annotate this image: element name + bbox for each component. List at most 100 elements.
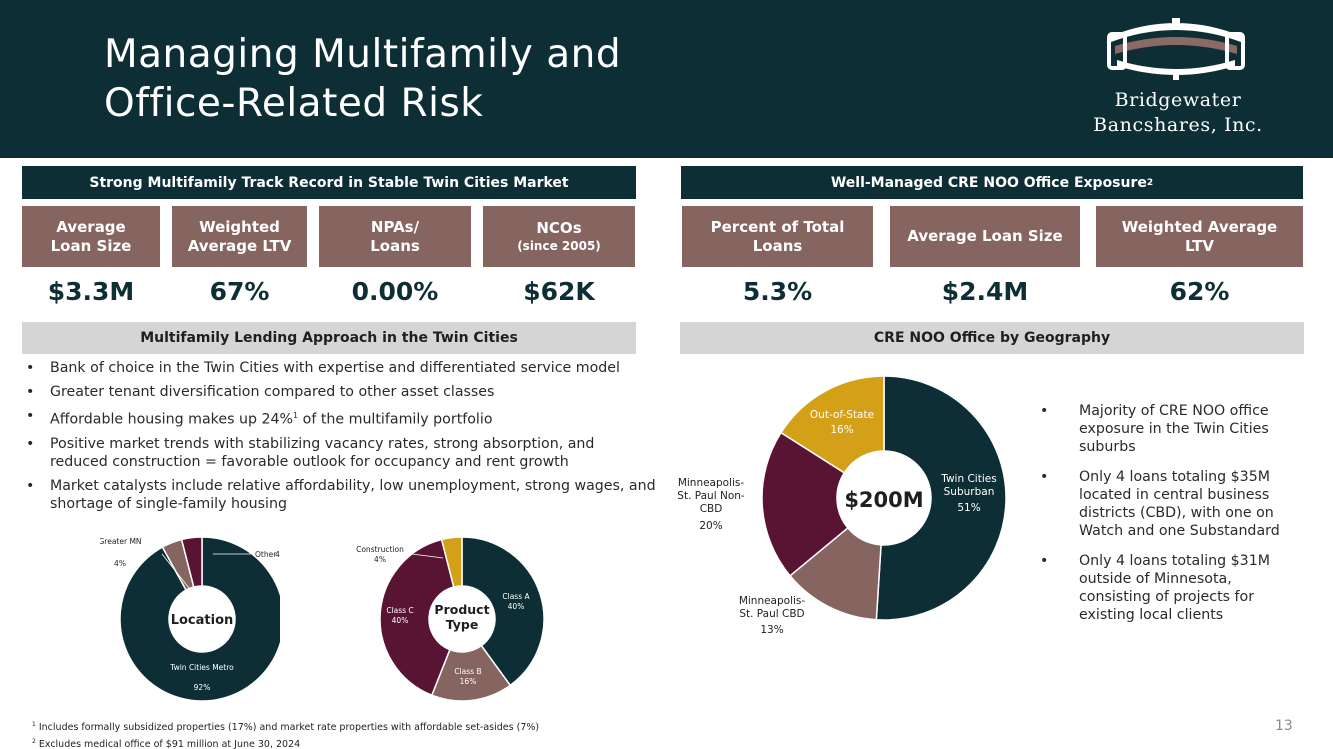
metric-label-npas-loans: NPAs/ Loans: [319, 206, 471, 267]
product-center-title: Product Type: [434, 602, 489, 632]
footnote-text: Includes formally subsidized properties …: [38, 722, 540, 734]
leader-line: [161, 553, 190, 589]
metric-value-average-loan-size-office: $2.4M: [941, 277, 1029, 306]
metric-label-line: NCOs: [536, 219, 582, 237]
location-donut-chart: Location Greater MN 4% Other 4% Twin Cit…: [100, 536, 280, 702]
location-center-title: Location: [171, 613, 234, 628]
list-item: Greater tenant diversification compared …: [26, 383, 656, 401]
slice-label: Minneapolis-St. Paul CBD: [739, 595, 806, 620]
slice-label: Greater MN: [100, 537, 142, 546]
slice-label: Other: [255, 550, 277, 559]
metric-label-line: Average: [56, 217, 126, 236]
metric-label-weighted-ltv: Weighted Average LTV: [172, 206, 307, 267]
metric-value-ncos: $62K: [523, 277, 595, 306]
list-item: Market catalysts include relative afford…: [26, 477, 656, 513]
wordmark-line-2: Bancshares, Inc.: [1093, 114, 1263, 136]
approach-bullet-list: Bank of choice in the Twin Cities with e…: [26, 359, 656, 519]
slice-value: 16%: [460, 677, 477, 686]
bridgewater-wordmark: Bridgewater Bancshares, Inc.: [1062, 88, 1294, 138]
list-item: Affordable housing makes up 24%1 of the …: [26, 407, 656, 429]
bullet-text: Positive market trends with stabilizing …: [50, 435, 595, 470]
footnote-ref: 2: [1146, 177, 1154, 188]
slice-value: 4%: [374, 555, 386, 564]
metric-label-line: NPAs/: [370, 217, 420, 236]
page-title-line-2: Office-Related Risk: [104, 81, 484, 126]
slice-value: 40%: [508, 602, 525, 611]
product-type-donut-chart: Product Type Construction 4% Class A 40% …: [356, 536, 545, 702]
list-item: Majority of CRE NOO office exposure in t…: [1040, 402, 1302, 456]
footnote-1: 1 Includes formally subsidized propertie…: [32, 718, 539, 735]
metric-label-weighted-ltv-office: Weighted Average LTV: [1096, 206, 1303, 267]
list-item: Bank of choice in the Twin Cities with e…: [26, 359, 656, 377]
slice-value: 13%: [760, 624, 783, 636]
slice-value: 4%: [114, 559, 126, 568]
bullet-text: of the multifamily portfolio: [302, 411, 493, 428]
metric-label-average-loan-size-office: Average Loan Size: [890, 206, 1080, 267]
geography-bullet-list: Majority of CRE NOO office exposure in t…: [1040, 402, 1302, 636]
bullet-text: Affordable housing makes up 24%: [50, 411, 294, 428]
metric-value-weighted-ltv-office: 62%: [1169, 277, 1230, 306]
multifamily-banner: Strong Multifamily Track Record in Stabl…: [22, 166, 636, 199]
metric-label-average-loan-size: Average Loan Size: [22, 206, 160, 267]
donut-hole: [169, 586, 235, 652]
metric-label-line: LTV: [1185, 236, 1214, 255]
metric-value-npas-loans: 0.00%: [351, 277, 439, 306]
slice-value: 20%: [699, 520, 722, 532]
list-item: Only 4 loans totaling $31M outside of Mi…: [1040, 552, 1302, 624]
donut-hole: [429, 586, 495, 652]
metric-value-weighted-ltv: 67%: [209, 277, 270, 306]
slice-label: Class A: [502, 592, 530, 601]
geography-donut-chart: $200M Twin Cities Suburban 51% Out-of-Sta…: [677, 375, 1007, 636]
page-title-line-1: Managing Multifamily and: [104, 32, 622, 77]
metric-label-percent-total-loans: Percent of Total Loans: [682, 206, 873, 267]
metric-label-line: Loans: [752, 236, 803, 255]
footnote-mark: 1: [32, 721, 36, 728]
footnote-2: 2 Excludes medical office of $91 million…: [32, 735, 539, 749]
geography-banner: CRE NOO Office by Geography: [680, 322, 1304, 354]
geography-center-total: $200M: [844, 488, 923, 512]
approach-banner: Multifamily Lending Approach in the Twin…: [22, 322, 636, 354]
slice-label: Minneapolis-St. Paul Non-CBD: [677, 477, 745, 515]
metric-label-line: (since 2005): [517, 239, 601, 253]
slice-value: 16%: [830, 424, 853, 436]
footnotes: 1 Includes formally subsidized propertie…: [32, 718, 539, 749]
slice-label: Twin Cities Suburban: [940, 473, 996, 498]
slice-label: Twin Cities Metro: [169, 663, 234, 672]
banner-text: Well-Managed CRE NOO Office Exposure: [830, 174, 1147, 191]
metric-label-line: Loans: [370, 236, 420, 255]
slice-value: 40%: [392, 616, 409, 625]
cre-office-banner: Well-Managed CRE NOO Office Exposure 2: [681, 166, 1303, 199]
product-slices: [379, 536, 545, 702]
metric-label-line: Average LTV: [187, 236, 292, 255]
bridgewater-logo-icon: [1107, 18, 1245, 80]
metric-label-line: Percent of Total: [710, 217, 845, 236]
geography-slices: [761, 375, 1007, 621]
page-number: 13: [1275, 718, 1293, 734]
metric-label-line: Loan Size: [50, 236, 132, 255]
header-band: Managing Multifamily and Office-Related …: [0, 0, 1333, 158]
slice-label: Class C: [386, 606, 413, 615]
footnote-ref: 1: [293, 411, 299, 420]
metric-value-percent-total-loans: 5.3%: [742, 277, 813, 306]
slice-value: 92%: [194, 683, 211, 692]
metric-label-line: Weighted: [199, 217, 280, 236]
leader-line: [411, 553, 444, 559]
slice-label: Out-of-State: [810, 409, 874, 421]
slice-value: 4%: [275, 550, 280, 559]
bullet-text: Market catalysts include relative afford…: [50, 477, 656, 512]
slice-label: Construction: [356, 545, 404, 554]
slice-label: Class B: [454, 667, 481, 676]
bullet-text: Bank of choice in the Twin Cities with e…: [50, 360, 620, 376]
metric-label-line: Average Loan Size: [907, 227, 1063, 245]
list-item: Positive market trends with stabilizing …: [26, 435, 656, 471]
metric-label-line: Weighted Average: [1121, 217, 1278, 236]
metric-value-average-loan-size: $3.3M: [47, 277, 135, 306]
page-title: Managing Multifamily and Office-Related …: [104, 30, 621, 128]
list-item: Only 4 loans totaling $35M located in ce…: [1040, 468, 1302, 540]
bullet-text: Greater tenant diversification compared …: [50, 384, 495, 400]
footnote-mark: 2: [32, 738, 36, 746]
wordmark-line-1: Bridgewater: [1114, 89, 1242, 111]
footnote-text: Excludes medical office of $91 million a…: [38, 739, 301, 749]
donut-hole: [837, 451, 931, 545]
metric-label-ncos: NCOs (since 2005): [483, 206, 635, 267]
